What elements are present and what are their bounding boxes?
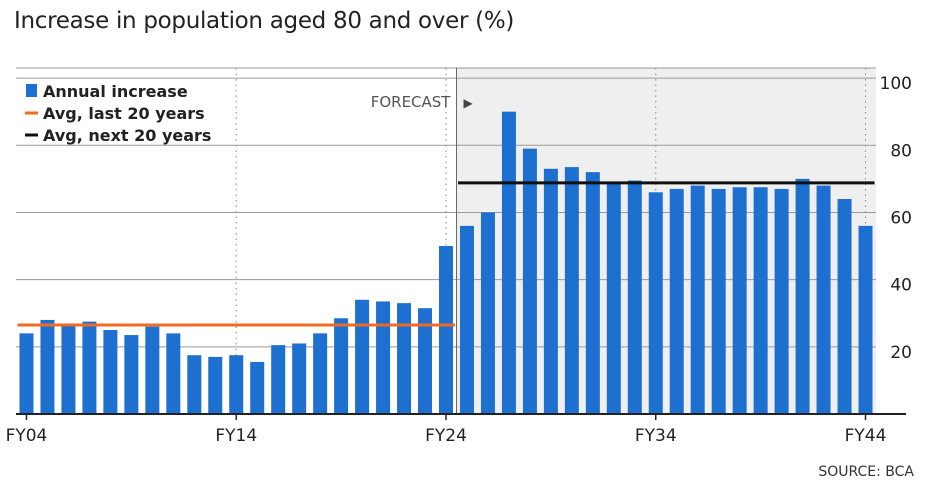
bar-fy21 xyxy=(376,301,391,414)
bar-fy24 xyxy=(439,246,453,414)
bar-fy11 xyxy=(166,333,181,414)
bar-fy05 xyxy=(40,319,55,414)
bar-fy23 xyxy=(418,308,433,414)
x-tick-label-fy14: FY14 xyxy=(215,426,257,446)
bar-fy08 xyxy=(103,330,118,414)
bar-fy17 xyxy=(292,343,307,414)
bar-fy14 xyxy=(229,355,244,414)
x-tick-label-fy04: FY04 xyxy=(6,426,48,446)
bar-fy35 xyxy=(669,188,684,414)
annotations: FORECAST ▶ xyxy=(371,93,474,111)
bar-fy28 xyxy=(522,148,537,415)
bar-fy39 xyxy=(753,187,768,414)
legend: Annual increase Avg, last 20 years Avg, ne… xyxy=(25,82,211,145)
average-lines xyxy=(17,68,875,414)
bar-fy30 xyxy=(564,167,579,414)
bar-fy10 xyxy=(145,326,160,414)
bar-fy07 xyxy=(82,321,97,414)
forecast-region-layer xyxy=(456,68,876,414)
y-tick-label-60: 60 xyxy=(890,208,912,228)
legend-label-2: Avg, next 20 years xyxy=(43,126,211,145)
chart-title: Increase in population aged 80 and over … xyxy=(14,8,515,34)
bars xyxy=(19,111,873,415)
bar-fy26 xyxy=(480,212,495,414)
bar-fy42 xyxy=(816,185,831,414)
source-note: SOURCE: BCA xyxy=(818,464,914,480)
bar-fy18 xyxy=(313,333,328,414)
forecast-arrow-icon: ▶ xyxy=(463,96,473,110)
bar-fy34 xyxy=(648,192,663,414)
bar-fy16 xyxy=(271,345,286,414)
bar-fy37 xyxy=(711,188,726,414)
forecast-label: FORECAST xyxy=(371,93,452,111)
bar-fy13 xyxy=(208,356,223,414)
y-tick-label-40: 40 xyxy=(890,276,912,296)
legend-label-1: Avg, last 20 years xyxy=(43,104,205,123)
x-tick-label-fy34: FY34 xyxy=(635,426,677,446)
bar-fy31 xyxy=(585,172,600,414)
bar-fy20 xyxy=(355,299,370,414)
forecast-region xyxy=(456,68,876,414)
bar-fy19 xyxy=(334,318,349,414)
y-tick-label-20: 20 xyxy=(890,343,912,363)
bar-fy36 xyxy=(690,185,705,414)
bar-chart: FY04 FY14 FY24 FY34 FY44 20 40 60 80 100 Annual i… xyxy=(6,67,912,446)
bar-fy43 xyxy=(837,199,852,414)
bar-fy27 xyxy=(501,111,516,414)
bar-fy09 xyxy=(124,335,139,414)
bar-fy12 xyxy=(187,355,202,414)
y-tick-label-100: 100 xyxy=(880,74,912,94)
x-tick-label-fy24: FY24 xyxy=(425,426,467,446)
legend-swatch-annual xyxy=(26,84,37,97)
bar-fy06 xyxy=(61,324,76,414)
y-tick-label-80: 80 xyxy=(890,141,912,161)
bar-fy33 xyxy=(627,180,642,414)
bar-fy38 xyxy=(732,187,747,414)
axes: FY04 FY14 FY24 FY34 FY44 20 40 60 80 100 xyxy=(6,74,912,446)
bar-fy41 xyxy=(795,178,810,414)
bar-fy04 xyxy=(19,333,34,414)
x-tick-label-fy44: FY44 xyxy=(845,426,887,446)
bar-fy44 xyxy=(858,225,873,414)
bar-fy25 xyxy=(459,225,474,414)
bar-fy22 xyxy=(397,303,412,414)
bar-fy29 xyxy=(543,168,558,414)
bar-fy32 xyxy=(606,182,621,414)
bar-fy15 xyxy=(250,361,265,414)
bar-fy40 xyxy=(774,188,789,414)
legend-label-0: Annual increase xyxy=(43,82,188,101)
